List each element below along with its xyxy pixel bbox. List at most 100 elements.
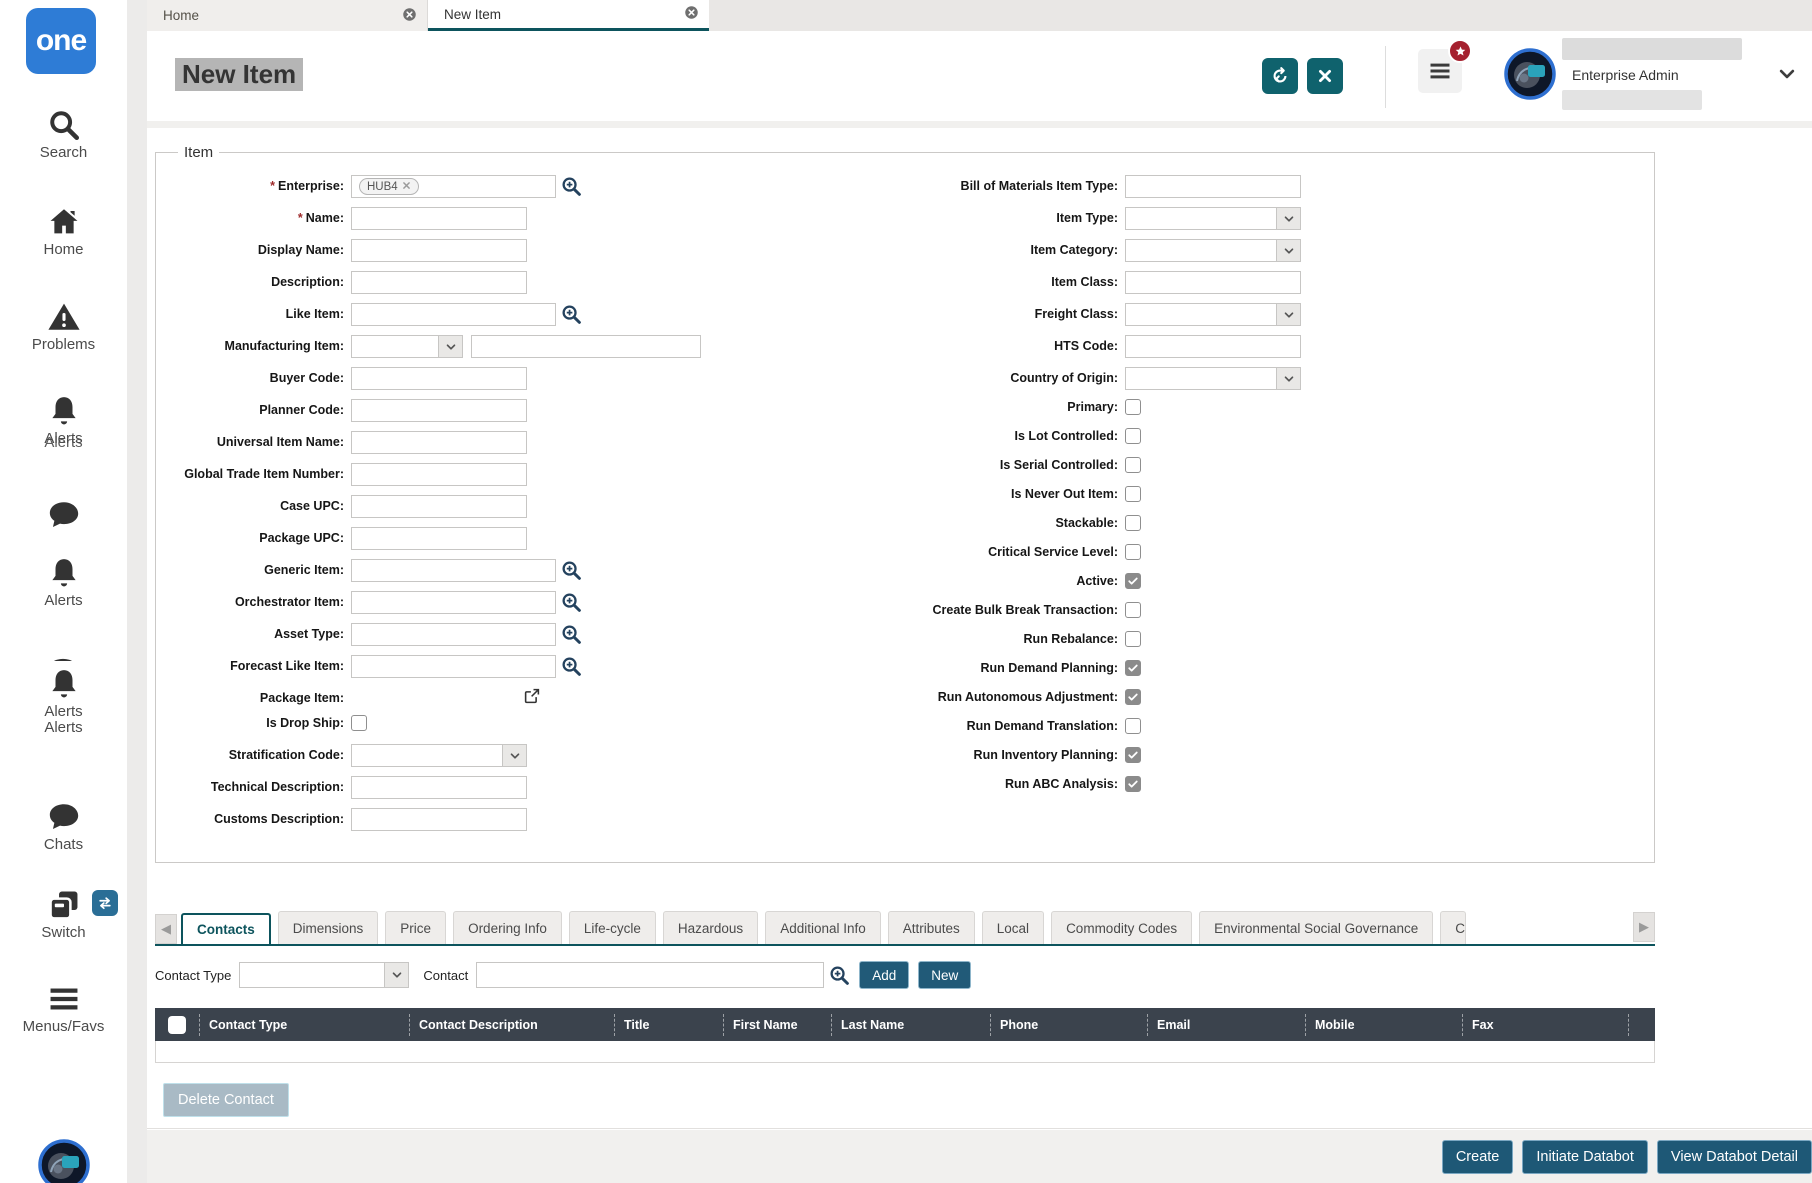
close-page-button[interactable]	[1307, 58, 1343, 94]
checkbox-left-17[interactable]	[351, 715, 367, 731]
field-control	[351, 335, 701, 358]
contact-type-select[interactable]	[239, 962, 410, 988]
input-left-11[interactable]	[351, 527, 527, 550]
zoom-search-icon[interactable]	[561, 592, 582, 613]
input-left-19[interactable]	[351, 776, 527, 799]
select-right-4[interactable]	[1125, 303, 1301, 326]
detail-tab-dimensions[interactable]: Dimensions	[277, 911, 379, 944]
input-left-20[interactable]	[351, 808, 527, 831]
app-logo[interactable]: one	[26, 8, 96, 74]
new-contact-button[interactable]: New	[918, 961, 972, 989]
zoom-search-icon[interactable]	[561, 624, 582, 645]
tab-close-icon[interactable]	[684, 5, 699, 23]
sidebar-item-problems[interactable]: Problems	[0, 300, 127, 353]
input-left-9[interactable]	[351, 463, 527, 486]
sidebar-item-menus-favs[interactable]: Menus/Favs	[0, 982, 127, 1035]
detail-tab-life-cycle[interactable]: Life-cycle	[568, 911, 656, 944]
input-left-6[interactable]	[351, 367, 527, 390]
user-menu-chevron-down-icon[interactable]	[1777, 64, 1797, 84]
checkbox-right-16[interactable]	[1125, 660, 1141, 676]
input-left-3[interactable]	[351, 271, 527, 294]
initiate-databot-button[interactable]: Initiate Databot	[1522, 1139, 1648, 1174]
checkbox-right-19[interactable]	[1125, 747, 1141, 763]
input-left-5[interactable]	[471, 335, 701, 358]
detail-tab-local[interactable]: Local	[981, 911, 1045, 944]
detail-tab-environmental-social-governance[interactable]: Environmental Social Governance	[1199, 911, 1434, 944]
checkbox-right-14[interactable]	[1125, 602, 1141, 618]
checkbox-right-17[interactable]	[1125, 689, 1141, 705]
zoom-search-icon[interactable]	[561, 176, 582, 197]
select-left-5[interactable]	[351, 335, 463, 358]
sidebar-item-search[interactable]: Search	[0, 108, 127, 161]
tab-home[interactable]: Home	[147, 0, 428, 31]
checkbox-right-12[interactable]	[1125, 544, 1141, 560]
zoom-search-icon[interactable]	[561, 560, 582, 581]
zoom-search-icon[interactable]	[561, 304, 582, 325]
detail-tab-ordering-info[interactable]: Ordering Info	[453, 911, 562, 944]
external-link-icon[interactable]	[523, 687, 541, 705]
zoom-search-icon[interactable]	[829, 965, 850, 986]
checkbox-right-9[interactable]	[1125, 457, 1141, 473]
input-left-13[interactable]	[351, 591, 556, 614]
input-left-12[interactable]	[351, 559, 556, 582]
select-right-1[interactable]	[1125, 207, 1301, 230]
sidebar-avatar[interactable]	[38, 1139, 90, 1183]
detail-tab-price[interactable]: Price	[385, 911, 447, 944]
input-left-1[interactable]	[351, 207, 527, 230]
input-left-8[interactable]	[351, 431, 527, 454]
checkbox-right-18[interactable]	[1125, 718, 1141, 734]
select-right-2[interactable]	[1125, 239, 1301, 262]
sidebar-item-alerts-3[interactable]: Alerts Alerts	[0, 648, 127, 736]
add-contact-button[interactable]: Add	[859, 961, 910, 989]
input-right-5[interactable]	[1125, 335, 1301, 358]
field-control	[351, 431, 527, 454]
sidebar-item-home[interactable]: Home	[0, 205, 127, 258]
checkbox-right-15[interactable]	[1125, 631, 1141, 647]
checkbox-right-10[interactable]	[1125, 486, 1141, 502]
select-right-6[interactable]	[1125, 367, 1301, 390]
input-left-7[interactable]	[351, 399, 527, 422]
detail-tab-contacts[interactable]: Contacts	[181, 913, 271, 944]
detail-tab-hazardous[interactable]: Hazardous	[662, 911, 759, 944]
sidebar-item-alerts-2[interactable]: Alerts	[0, 556, 127, 609]
checkbox-right-7[interactable]	[1125, 399, 1141, 415]
sidebar-item-alerts[interactable]: Alerts Alerts	[0, 394, 127, 451]
detail-tab-c[interactable]: C	[1440, 911, 1466, 944]
chip-remove-icon[interactable]	[402, 181, 411, 193]
checkbox-right-13[interactable]	[1125, 573, 1141, 589]
checkbox-right-11[interactable]	[1125, 515, 1141, 531]
tab-new-item[interactable]: New Item	[428, 0, 709, 31]
field-control	[1125, 515, 1141, 531]
tab-close-icon[interactable]	[402, 7, 417, 25]
create-button[interactable]: Create	[1441, 1139, 1514, 1174]
form-row: Run Autonomous Adjustment:	[868, 689, 1308, 705]
checkbox-right-8[interactable]	[1125, 428, 1141, 444]
tabs-scroll-left-button[interactable]: ◀	[155, 914, 177, 944]
user-avatar[interactable]	[1504, 48, 1556, 100]
contact-input[interactable]	[476, 962, 825, 988]
refresh-button[interactable]	[1262, 58, 1298, 94]
input-left-0[interactable]: HUB4	[351, 175, 556, 198]
input-right-0[interactable]	[1125, 175, 1301, 198]
view-databot-detail-button[interactable]: View Databot Detail	[1656, 1139, 1812, 1174]
detail-tab-attributes[interactable]: Attributes	[887, 911, 975, 944]
field-label: Case UPC:	[280, 499, 344, 513]
tabs-scroll-right-button[interactable]: ▶	[1633, 912, 1655, 942]
input-left-4[interactable]	[351, 303, 556, 326]
select-left-18[interactable]	[351, 744, 527, 767]
delete-contact-button[interactable]: Delete Contact	[163, 1083, 289, 1117]
input-left-10[interactable]	[351, 495, 527, 518]
select-all-checkbox[interactable]	[168, 1015, 186, 1034]
detail-tab-additional-info[interactable]: Additional Info	[765, 911, 881, 944]
input-left-15[interactable]	[351, 655, 556, 678]
input-left-14[interactable]	[351, 623, 556, 646]
checkbox-right-20[interactable]	[1125, 776, 1141, 792]
sidebar-item-chat-bubble[interactable]	[0, 498, 127, 532]
input-left-2[interactable]	[351, 239, 527, 262]
sidebar-item-switch[interactable]: Switch	[0, 888, 127, 941]
input-right-3[interactable]	[1125, 271, 1301, 294]
detail-tab-commodity-codes[interactable]: Commodity Codes	[1051, 911, 1193, 944]
field-control	[351, 207, 527, 230]
sidebar-item-chats[interactable]: Chats	[0, 800, 127, 853]
zoom-search-icon[interactable]	[561, 656, 582, 677]
